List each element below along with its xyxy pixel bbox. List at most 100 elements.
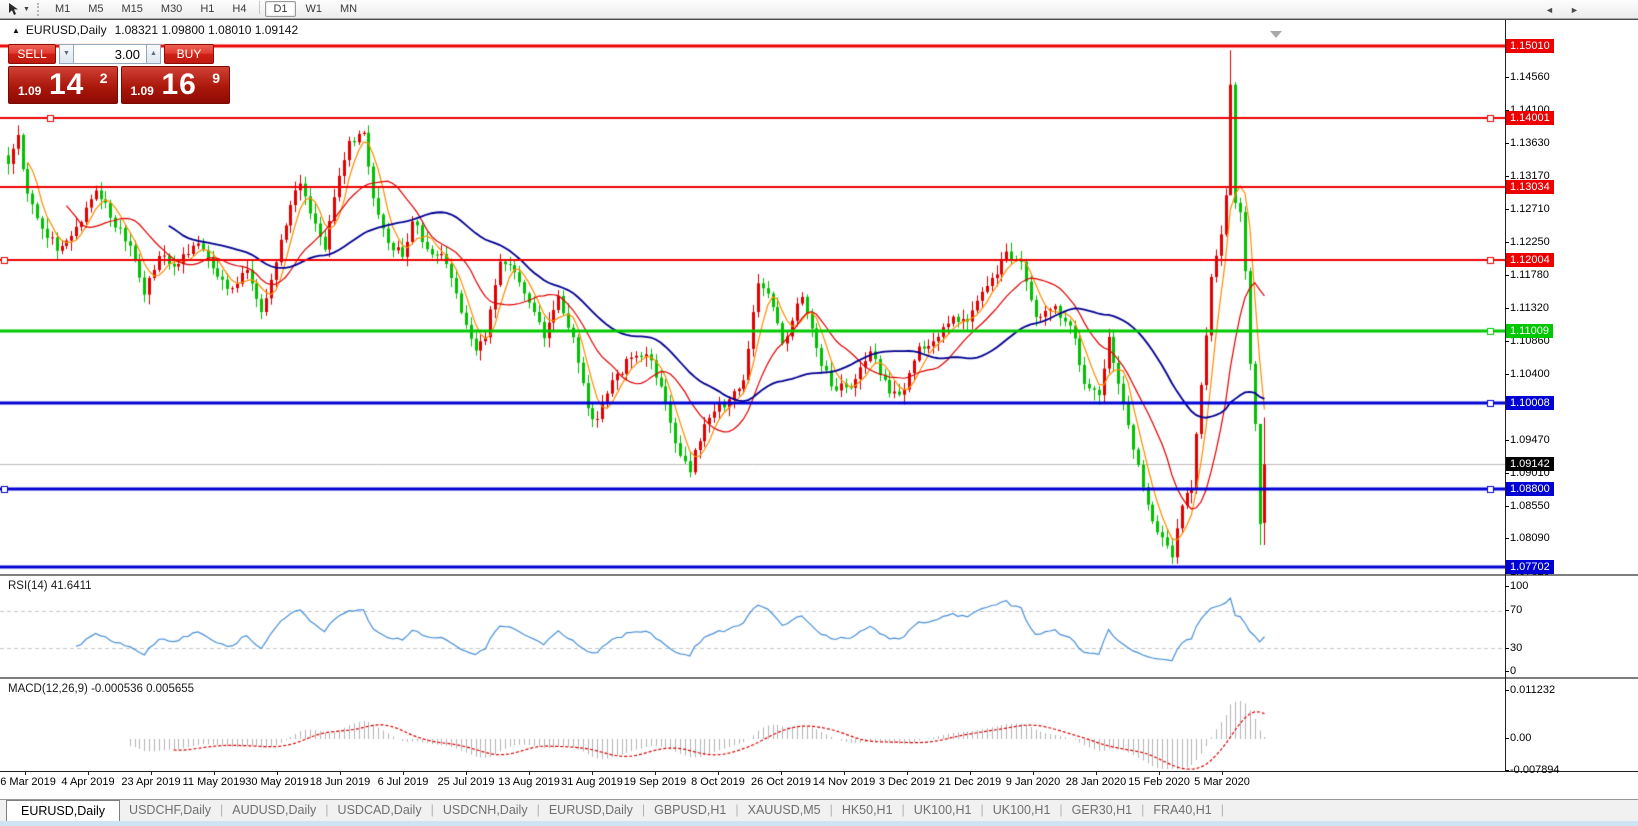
macd-indicator-chart[interactable] <box>0 679 1505 771</box>
timeframe-button-w1[interactable]: W1 <box>305 3 323 15</box>
level-price-label: 1.10008 <box>1506 395 1554 410</box>
date-tick <box>781 772 782 775</box>
indicator-scale-label: -0.007894 <box>1505 764 1560 776</box>
level-price-label: 1.12004 <box>1506 253 1554 268</box>
tab-separator: | <box>325 803 329 817</box>
timeframe-button-h4[interactable]: H4 <box>232 3 247 15</box>
toolbar-grip <box>36 2 42 16</box>
sell-price-pip: 2 <box>99 70 108 86</box>
chart-tab-usdcad-daily[interactable]: USDCAD,Daily <box>337 803 422 817</box>
main-price-chart[interactable] <box>0 39 1505 574</box>
price-tick-label: 1.10400 <box>1505 367 1550 380</box>
tab-separator: | <box>536 803 540 817</box>
tab-separator: | <box>980 803 984 817</box>
date-label: 16 Mar 2019 <box>0 776 56 788</box>
volume-input[interactable] <box>74 44 146 64</box>
indicator-scale-label: 30 <box>1504 642 1523 654</box>
chart-tab-usdcnh-daily[interactable]: USDCNH,Daily <box>442 803 528 817</box>
price-tick-label: 1.08090 <box>1505 532 1550 545</box>
date-tick <box>970 772 971 775</box>
tab-separator: | <box>829 803 833 817</box>
indicator-scale-label: 0.00 <box>1504 732 1532 744</box>
timeframe-button-mn[interactable]: MN <box>340 3 358 15</box>
date-tick <box>277 772 278 775</box>
price-tick-label: 1.09470 <box>1505 433 1550 446</box>
chart-shift-marker-icon[interactable] <box>1270 31 1282 38</box>
window-bottom-edge <box>0 821 1638 826</box>
date-label: 30 May 2019 <box>245 776 309 788</box>
date-tick <box>214 772 215 775</box>
timeframe-button-m30[interactable]: M30 <box>160 3 183 15</box>
chart-ohlc-values: 1.08321 1.09800 1.08010 1.09142 <box>114 23 299 37</box>
indicator-scale-label: 100 <box>1504 580 1529 592</box>
chart-tab-audusd-daily[interactable]: AUDUSD,Daily <box>232 803 317 817</box>
chart-tab-eurusd-daily[interactable]: EURUSD,Daily <box>548 803 633 817</box>
chart-tab-usdchf-daily[interactable]: USDCHF,Daily <box>129 803 211 817</box>
timeframe-button-h1[interactable]: H1 <box>200 3 215 15</box>
toolbar: ▼ M1 M5 M15 M30 H1 H4 D1 W1 MN <box>0 0 1638 19</box>
buy-price-prefix: 1.09 <box>130 84 154 98</box>
sell-button[interactable]: SELL <box>8 44 56 64</box>
chart-tab-ger30-h1[interactable]: GER30,H1 <box>1071 803 1133 817</box>
time-axis-line <box>0 771 1638 772</box>
price-scale[interactable]: 1.14560 1.14100 1.13630 1.13170 1.12710 1.122… <box>1504 20 1638 776</box>
date-tick <box>88 772 89 775</box>
volume-decrease-button[interactable]: ▼ <box>59 44 74 64</box>
pane-separator[interactable] <box>0 677 1638 679</box>
time-axis[interactable]: 16 Mar 2019 4 Apr 2019 23 Apr 2019 11 May 2… <box>0 772 1505 800</box>
chart-tab-xauusd-m5[interactable]: XAUUSD,M5 <box>747 803 821 817</box>
one-click-trading-panel: SELL ▼ ▲ BUY 1.09 14 2 1.09 16 9 <box>8 44 230 104</box>
date-tick <box>655 772 656 775</box>
timeframe-button-d1[interactable]: D1 <box>265 1 296 17</box>
indicator-scale-label: 70 <box>1504 604 1523 616</box>
date-tick <box>466 772 467 775</box>
tab-separator: | <box>1141 803 1145 817</box>
date-tick <box>403 772 404 775</box>
tab-separator: | <box>430 803 434 817</box>
timeframe-button-m15[interactable]: M15 <box>121 3 143 15</box>
buy-price-box[interactable]: 1.09 16 9 <box>120 66 230 104</box>
date-tick <box>592 772 593 775</box>
volume-increase-button[interactable]: ▲ <box>146 44 161 64</box>
chart-tab-uk100-h1[interactable]: UK100,H1 <box>992 803 1051 817</box>
chart-tab-gbpusd-h1[interactable]: GBPUSD,H1 <box>654 803 727 817</box>
chart-title-bar: ▲ EURUSD,Daily 1.08321 1.09800 1.08010 1.0… <box>0 21 1503 39</box>
cursor-tool-icon[interactable] <box>4 2 22 17</box>
chart-tab-fra40-h1[interactable]: FRA40,H1 <box>1153 803 1212 817</box>
date-tick <box>1159 772 1160 775</box>
tab-scroll-left-icon[interactable]: ◄ <box>1545 5 1554 15</box>
date-label: 21 Dec 2019 <box>938 776 1002 788</box>
chart-tab-uk100-h1[interactable]: UK100,H1 <box>913 803 972 817</box>
macd-label: MACD(12,26,9) -0.000536 0.005655 <box>8 683 195 695</box>
sell-price-box[interactable]: 1.09 14 2 <box>8 66 118 104</box>
timeframe-buttons: M1 M5 M15 M30 H1 H4 D1 W1 MN <box>46 1 366 17</box>
date-label: 5 Mar 2020 <box>1194 776 1250 788</box>
date-label: 6 Jul 2019 <box>377 776 429 788</box>
date-label: 28 Jan 2020 <box>1065 776 1127 788</box>
timeframe-button-m5[interactable]: M5 <box>88 3 104 15</box>
pane-separator[interactable] <box>0 574 1638 576</box>
date-label: 19 Sep 2019 <box>623 776 687 788</box>
chart-tab-eurusd-daily[interactable]: EURUSD,Daily <box>6 800 121 821</box>
price-tick-label: 1.12710 <box>1505 202 1550 215</box>
chart-tab-hk50-h1[interactable]: HK50,H1 <box>841 803 893 817</box>
rsi-indicator-chart[interactable] <box>0 576 1505 677</box>
tab-scroll-right-icon[interactable]: ► <box>1570 5 1579 15</box>
price-tick-label: 1.11780 <box>1505 269 1549 282</box>
price-tick-label: 1.14560 <box>1505 71 1550 84</box>
level-price-label: 1.14001 <box>1506 110 1554 125</box>
timeframe-button-m1[interactable]: M1 <box>54 3 71 15</box>
date-label: 18 Jun 2019 <box>309 776 371 788</box>
level-price-label: 1.07702 <box>1506 559 1554 574</box>
sell-price-main: 14 <box>49 68 85 101</box>
price-scale-border <box>1505 20 1506 771</box>
date-label: 9 Jan 2020 <box>1005 776 1061 788</box>
buy-price-main: 16 <box>161 68 197 101</box>
date-label: 13 Aug 2019 <box>498 776 560 788</box>
tab-separator: | <box>1220 803 1224 817</box>
buy-button[interactable]: BUY <box>164 44 214 64</box>
price-tick-label: 1.13170 <box>1505 170 1550 183</box>
buy-price-pip: 9 <box>212 70 220 86</box>
price-tick-label: 1.13630 <box>1505 137 1550 150</box>
toolbar-dropdown-icon[interactable]: ▼ <box>23 5 30 13</box>
